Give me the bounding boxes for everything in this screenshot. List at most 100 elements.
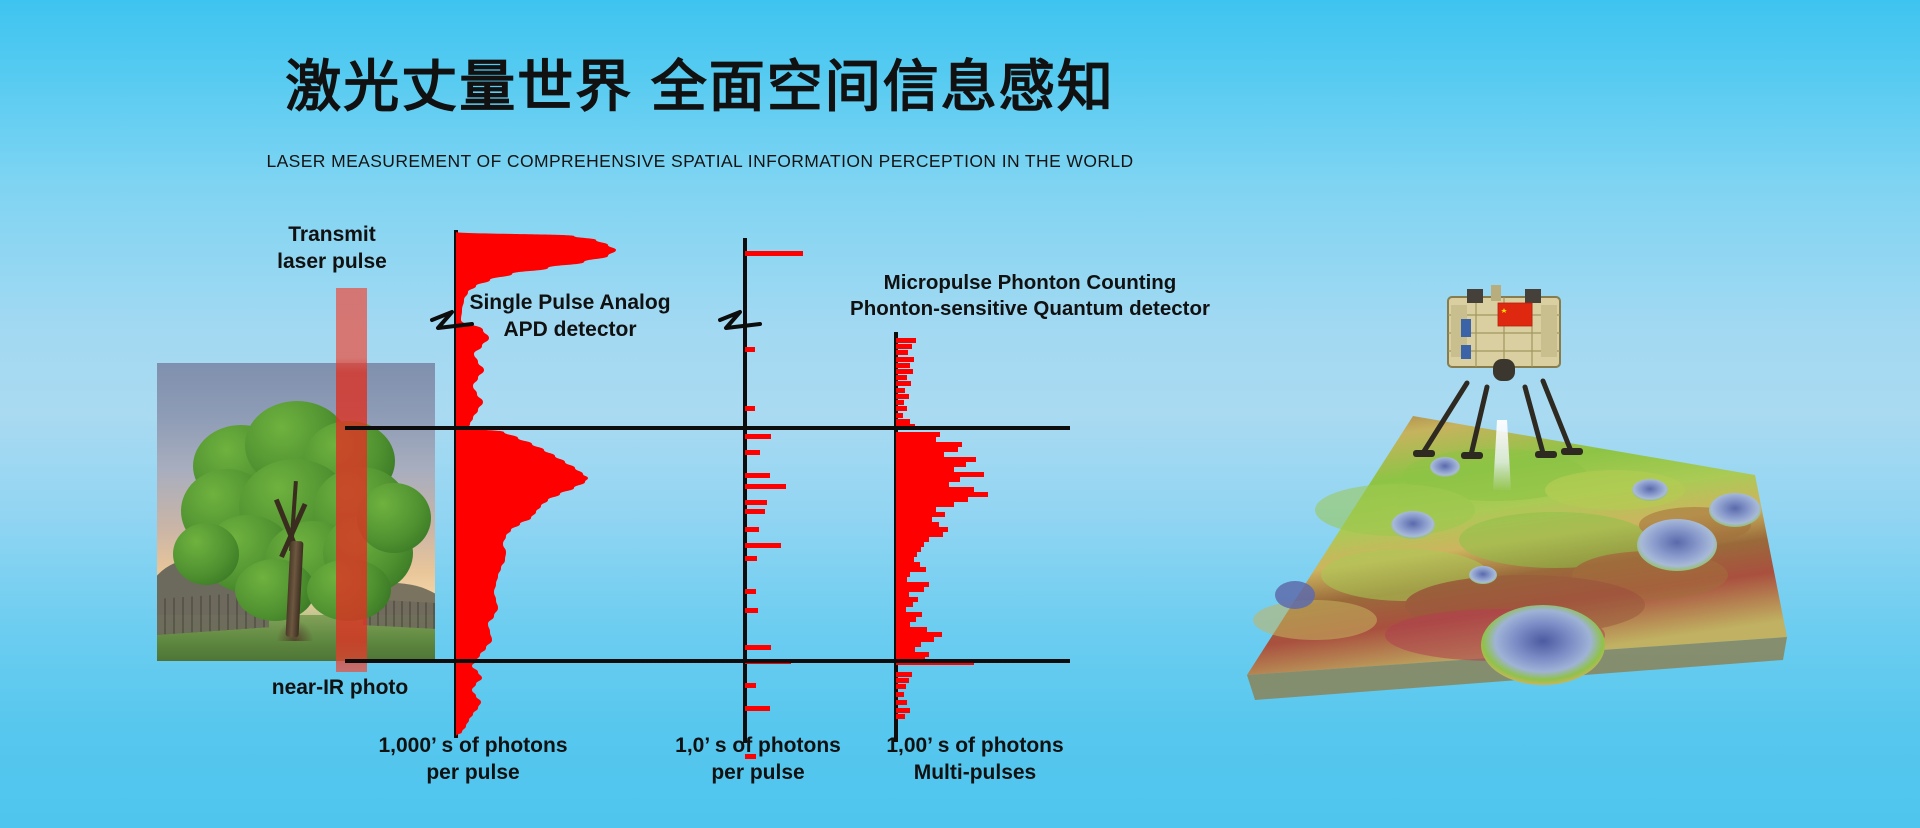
photon-return-bar bbox=[896, 714, 905, 719]
axis-caption-middle: 1,0’ s of photons per pulse bbox=[675, 734, 841, 784]
photon-return-bar bbox=[745, 608, 758, 613]
photon-return-bar bbox=[745, 406, 755, 411]
photon-return-bar bbox=[896, 592, 909, 597]
photon-return-bar bbox=[745, 473, 770, 478]
photon-return-bar bbox=[896, 537, 929, 542]
axis-break-zigzag-icon-right bbox=[718, 310, 762, 330]
photon-return-bar bbox=[896, 542, 924, 547]
crater bbox=[1430, 457, 1460, 477]
photon-return-bar bbox=[745, 484, 786, 489]
photon-return-bar bbox=[896, 487, 974, 492]
photon-return-bar bbox=[745, 509, 765, 514]
china-flag-decal bbox=[1497, 302, 1533, 327]
photon-return-bar bbox=[745, 251, 803, 256]
photon-return-bar bbox=[896, 482, 949, 487]
photon-return-bar bbox=[896, 492, 988, 497]
photon-return-bar bbox=[896, 617, 916, 622]
photon-return-bar bbox=[896, 532, 943, 537]
engine-plume bbox=[1493, 420, 1511, 490]
crater bbox=[1391, 511, 1435, 539]
tree-crown-blob bbox=[357, 483, 431, 553]
photon-return-bar bbox=[896, 419, 910, 424]
photon-return-bar bbox=[745, 347, 755, 352]
photon-return-bar bbox=[896, 375, 907, 380]
label-near-ir-photo: near-IR photo bbox=[271, 676, 409, 699]
photon-return-bar bbox=[896, 344, 912, 349]
photon-return-bar bbox=[896, 512, 945, 517]
photon-return-bar bbox=[896, 642, 921, 647]
photon-return-bar bbox=[896, 678, 909, 683]
photon-return-bar bbox=[896, 692, 904, 697]
photon-return-bar bbox=[896, 452, 944, 457]
photon-return-bar bbox=[745, 500, 767, 505]
crater bbox=[1481, 605, 1605, 685]
photon-return-bar bbox=[896, 622, 910, 627]
photon-return-bar bbox=[896, 557, 914, 562]
laser-beam-core bbox=[336, 288, 367, 672]
lander-footpads bbox=[1413, 448, 1583, 459]
photon-return-bar bbox=[896, 447, 958, 452]
photon-return-bar bbox=[896, 562, 920, 567]
photon-return-bar bbox=[896, 413, 903, 418]
photon-return-bar bbox=[896, 432, 940, 437]
photon-return-bar bbox=[896, 462, 966, 467]
photon-return-bar bbox=[896, 406, 907, 411]
photon-return-bar bbox=[896, 388, 905, 393]
page-subtitle-english: LASER MEASUREMENT OF COMPREHENSIVE SPATI… bbox=[266, 151, 1134, 171]
lunar-lander-scene bbox=[1195, 275, 1795, 725]
photon-return-bar bbox=[896, 637, 934, 642]
photon-return-bar bbox=[745, 434, 771, 439]
ground-reference-line bbox=[345, 659, 1070, 663]
crater bbox=[1469, 566, 1497, 584]
photon-return-bar bbox=[896, 400, 904, 405]
photon-return-bar bbox=[896, 357, 914, 362]
photon-return-bar bbox=[896, 602, 913, 607]
photon-return-bar bbox=[896, 627, 927, 632]
photon-return-bar bbox=[896, 442, 962, 447]
photon-return-bar bbox=[896, 477, 960, 482]
photon-return-bar bbox=[896, 472, 984, 477]
photon-return-bar bbox=[896, 547, 921, 552]
axis-middle-vertical bbox=[743, 238, 747, 743]
photon-return-bar bbox=[745, 556, 757, 561]
photon-return-bar bbox=[896, 517, 932, 522]
photon-return-bar bbox=[896, 567, 926, 572]
photon-return-bar bbox=[745, 450, 760, 455]
photon-return-bar bbox=[896, 672, 912, 677]
crater bbox=[1637, 519, 1717, 571]
lander-body bbox=[1447, 285, 1561, 381]
label-transmit-laser-pulse: Transmit laser pulse bbox=[277, 223, 387, 273]
photon-return-bar bbox=[896, 572, 910, 577]
photon-return-bar bbox=[896, 607, 906, 612]
canopy-reference-line bbox=[345, 426, 1070, 430]
crater bbox=[1632, 479, 1668, 501]
photon-return-bar bbox=[896, 350, 908, 355]
photon-return-bar bbox=[896, 597, 918, 602]
photon-return-bar bbox=[896, 457, 976, 462]
photon-return-bar bbox=[896, 502, 954, 507]
photon-return-bar bbox=[896, 522, 939, 527]
photon-return-bar bbox=[896, 652, 929, 657]
page-title-chinese: 激光丈量世界 全面空间信息感知 bbox=[285, 55, 1115, 118]
photon-return-bar bbox=[896, 684, 906, 689]
photon-return-bar bbox=[745, 706, 770, 711]
photon-return-bar bbox=[745, 589, 756, 594]
photon-return-bar bbox=[745, 543, 781, 548]
photon-return-bar bbox=[896, 700, 907, 705]
photon-return-bar bbox=[896, 369, 913, 374]
photon-return-bar bbox=[896, 587, 924, 592]
photon-return-bar bbox=[896, 647, 915, 652]
photon-return-bar bbox=[896, 552, 917, 557]
crater bbox=[1275, 581, 1315, 609]
photon-return-bar bbox=[745, 527, 759, 532]
photon-return-bar bbox=[896, 394, 909, 399]
photon-return-bar bbox=[745, 645, 771, 650]
crater bbox=[1709, 493, 1761, 527]
photon-return-bar bbox=[896, 582, 929, 587]
photon-return-bar bbox=[896, 381, 911, 386]
photon-return-bar bbox=[896, 497, 968, 502]
photon-return-bar bbox=[896, 656, 925, 661]
axis-caption-left: 1,000’ s of photons per pulse bbox=[378, 734, 568, 784]
photon-return-bar bbox=[896, 338, 916, 343]
tree-crown-blob bbox=[173, 523, 239, 585]
